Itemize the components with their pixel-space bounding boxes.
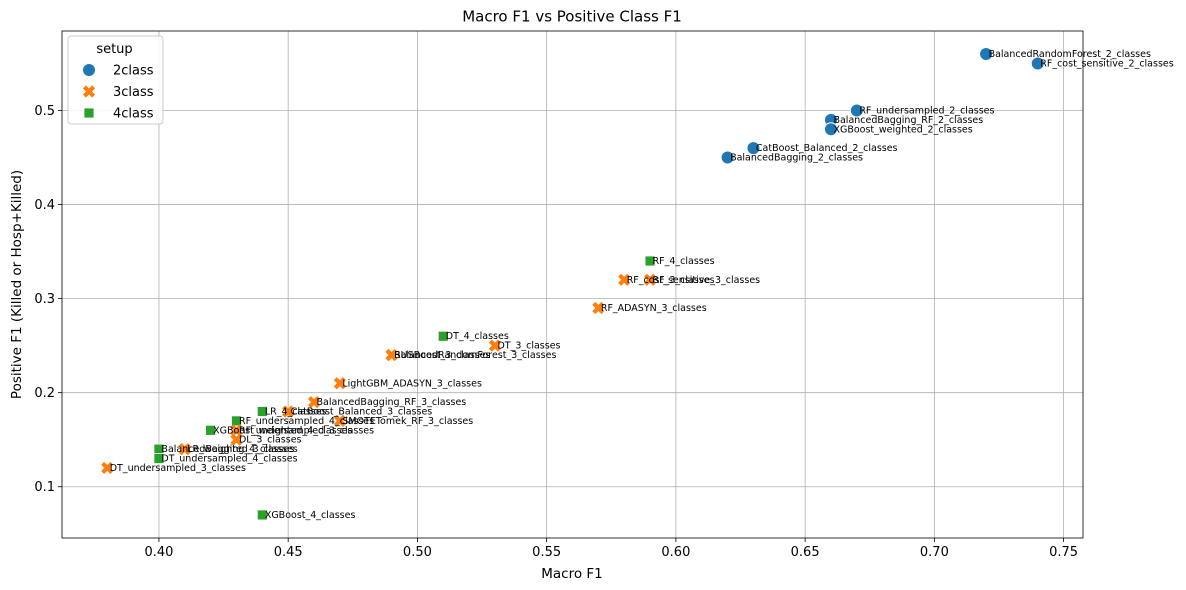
marker-rf-undersampled-2-classes bbox=[849, 103, 864, 118]
marker-rf-adasyn-3-classes bbox=[592, 301, 605, 315]
label-balancedrandomforest-2-classes: BalancedRandomForest_2_classes bbox=[989, 49, 1151, 60]
label-rusboost-3-classes: RUSBoost_3_classes bbox=[394, 350, 490, 361]
marker-dt-3-classes bbox=[488, 339, 502, 352]
plot-frame bbox=[61, 30, 1084, 539]
x-axis-label: Macro F1 bbox=[541, 566, 603, 582]
legend-marker-4class bbox=[83, 107, 95, 119]
label-balancedbagging-rf-3-classes: BalancedBagging_RF_3_classes bbox=[317, 397, 467, 408]
chart-title: Macro F1 vs Positive Class F1 bbox=[462, 8, 682, 26]
label-rf-undersampled-4-classes: RF_undersampled_4_classes bbox=[239, 416, 374, 427]
x-tick-label: 0.45 bbox=[274, 545, 303, 560]
x-tick-label: 0.65 bbox=[791, 545, 820, 560]
label-rf-cost-sensitive-2-classes: RF_cost_sensitive_2_classes bbox=[1040, 58, 1173, 69]
x-tick-label: 0.40 bbox=[144, 545, 173, 560]
label-balancedbagging-rf-2-classes: BalancedBagging_RF_2_classes bbox=[833, 115, 983, 126]
marker-lr-weighted-3-classes bbox=[178, 443, 191, 456]
legend-marker-3class bbox=[82, 85, 96, 98]
x-axis-ticks: 0.40 0.45 0.50 0.55 0.60 0.65 0.70 0.75 bbox=[144, 538, 1078, 560]
marker-dt-undersampled-4-classes bbox=[153, 453, 165, 464]
marker-rf-3-classes bbox=[643, 273, 657, 286]
label-xgboost-weighted-4-classes: XGBoost_weighted_4_classes bbox=[213, 425, 352, 436]
marker-xgboost-weighted-2-classes bbox=[823, 122, 838, 137]
marker-catboost-balanced-3-classes bbox=[282, 405, 295, 418]
legend-box bbox=[67, 35, 164, 125]
y-tick-label: 0.3 bbox=[34, 292, 55, 307]
marker-catboost-balanced-2-classes bbox=[746, 141, 761, 156]
legend-items: 2class 3class 4class bbox=[82, 63, 154, 122]
label-lr-4-classes: LR_4_classes bbox=[265, 406, 327, 417]
label-rf-3-classes: RF_3_classes bbox=[653, 275, 715, 286]
marker-smotetomek-rf-3-classes bbox=[333, 414, 346, 427]
marker-lr-4-classes bbox=[256, 406, 268, 417]
x-tick-label: 0.75 bbox=[1049, 545, 1078, 560]
label-lightgbm-adasyn-3-classes: LightGBM_ADASYN_3_classes bbox=[342, 378, 482, 389]
legend-marker-2class bbox=[82, 63, 96, 77]
data-points bbox=[101, 47, 1045, 521]
marker-rf-undersampled-3-classes bbox=[230, 424, 243, 437]
label-rf-4-classes: RF_4_classes bbox=[653, 256, 715, 267]
legend-title: setup bbox=[96, 42, 132, 57]
label-rf-cost-sensitive-3-classes: RF_cost_sensitive_3_classes bbox=[627, 275, 760, 286]
marker-balancedrandomforest-2-classes bbox=[979, 47, 994, 62]
label-xgboost-4-classes: XGBoost_4_classes bbox=[265, 510, 356, 521]
legend-entry-3class: 3class bbox=[113, 85, 154, 100]
marker-rf-4-classes bbox=[644, 255, 656, 267]
marker-dt-undersampled-3-classes bbox=[101, 461, 114, 475]
marker-rf-undersampled-4-classes bbox=[231, 415, 242, 427]
point-labels: BalancedRandomForest_2_classesRF_cost_se… bbox=[110, 49, 1174, 521]
y-tick-label: 0.4 bbox=[34, 198, 55, 213]
label-balancedbagging-4-classes: BalancedBagging_4_classes bbox=[161, 444, 294, 455]
label-balancedrandomforest-3-classes: BalancedRandomForest_3_classes bbox=[394, 350, 556, 361]
label-dt-undersampled-3-classes: DT_undersampled_3_classes bbox=[110, 463, 246, 474]
legend-entry-4class: 4class bbox=[113, 107, 154, 122]
label-catboost-balanced-3-classes: CatBoost_Balanced_3_classes bbox=[291, 406, 433, 417]
y-tick-label: 0.1 bbox=[34, 480, 55, 495]
label-balancedbagging-2-classes: BalancedBagging_2_classes bbox=[730, 153, 863, 164]
label-dt-undersampled-4-classes: DT_undersampled_4_classes bbox=[161, 454, 297, 465]
label-rf-undersampled-2-classes: RF_undersampled_2_classes bbox=[859, 105, 994, 116]
x-tick-label: 0.60 bbox=[661, 545, 690, 560]
marker-balancedbagging-rf-3-classes bbox=[307, 395, 321, 409]
label-lr-weighted-3-classes: LR_weighted_3_classes bbox=[187, 444, 298, 455]
marker-dl-3-classes bbox=[230, 433, 243, 446]
y-tick-label: 0.5 bbox=[34, 104, 55, 119]
marker-rusboost-3-classes bbox=[385, 348, 398, 362]
x-tick-label: 0.70 bbox=[920, 545, 949, 560]
marker-xgboost-4-classes bbox=[256, 509, 268, 521]
marker-xgboost-weighted-4-classes bbox=[205, 424, 217, 436]
marker-rf-cost-sensitive-3-classes bbox=[618, 273, 631, 286]
marker-balancedbagging-2-classes bbox=[720, 150, 735, 165]
y-tick-label: 0.2 bbox=[34, 386, 55, 401]
y-axis-ticks: 0.1 0.2 0.3 0.4 0.5 bbox=[34, 104, 62, 495]
x-tick-label: 0.55 bbox=[532, 545, 561, 560]
marker-lightgbm-adasyn-3-classes bbox=[333, 377, 346, 390]
grid-lines bbox=[62, 31, 1083, 538]
legend-entry-2class: 2class bbox=[113, 64, 154, 79]
label-smotetomek-rf-3-classes: SMOTETomek_RF_3_classes bbox=[342, 416, 473, 427]
label-dt-4-classes: DT_4_classes bbox=[446, 331, 509, 342]
label-dl-3-classes: DL_3_classes bbox=[239, 435, 302, 446]
label-xgboost-weighted-2-classes: XGBoost_weighted_2_classes bbox=[833, 124, 972, 135]
label-catboost-balanced-2-classes: CatBoost_Balanced_2_classes bbox=[756, 143, 898, 154]
y-axis-label: Positive F1 (Killed or Hosp+Killed) bbox=[9, 170, 25, 399]
legend: setup 2class 3class 4class bbox=[67, 35, 164, 125]
marker-rf-cost-sensitive-2-classes bbox=[1030, 56, 1045, 71]
marker-dt-4-classes bbox=[437, 330, 449, 342]
label-rf-adasyn-3-classes: RF_ADASYN_3_classes bbox=[601, 303, 707, 314]
label-rf-undersampled-3-classes: RF_undersampled_3_classes bbox=[239, 425, 374, 436]
label-dt-3-classes: DT_3_classes bbox=[497, 341, 560, 352]
x-tick-label: 0.50 bbox=[403, 545, 432, 560]
